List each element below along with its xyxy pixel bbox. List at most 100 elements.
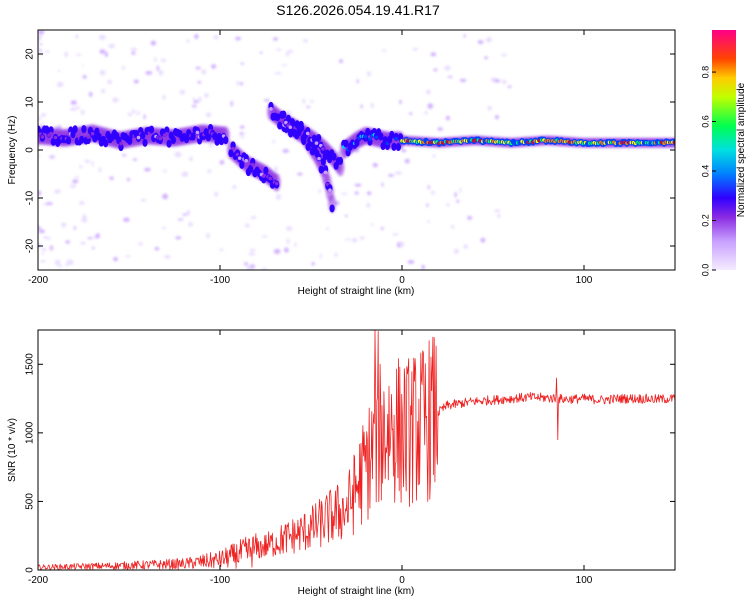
spectrogram-track-cell <box>263 166 269 175</box>
spectrogram-noise-cell <box>306 105 311 109</box>
spectrogram-noise-cell <box>272 139 275 144</box>
snr-y-axis-label: SNR (10 * v/v) <box>7 418 18 482</box>
spectrogram-noise-cell <box>158 69 164 76</box>
spectrogram-peak-cell <box>53 135 58 140</box>
spectrogram-noise-cell <box>487 105 492 111</box>
spectrogram-peak-cell <box>119 141 123 146</box>
spectrogram-noise-cell <box>72 179 79 184</box>
spectrogram-noise-cell <box>394 171 402 175</box>
spectrogram-noise-cell <box>75 106 80 110</box>
spectrogram-noise-cell <box>445 115 451 121</box>
spectrogram-peak-cell <box>136 135 141 140</box>
spectrogram-noise-cell <box>65 240 70 244</box>
spectrogram-track-cell <box>223 136 229 145</box>
spectrogram-noise-cell <box>274 166 278 173</box>
spectrogram-noise-cell <box>80 109 85 115</box>
spectrogram-noise-cell <box>456 200 460 203</box>
spectrogram-noise-cell <box>427 185 430 190</box>
spectrogram-noise-cell <box>302 98 306 104</box>
spectrogram-noise-cell <box>39 43 43 46</box>
spectrogram-peak-cell <box>195 130 200 135</box>
spectrogram-noise-cell <box>98 34 106 41</box>
spectrogram-y-tick-label: -20 <box>25 238 36 253</box>
spectrogram-noise-cell <box>484 56 489 60</box>
spectrogram-track-cell <box>166 139 172 148</box>
spectrogram-noise-cell <box>95 233 100 238</box>
spectrogram-noise-cell <box>112 97 119 103</box>
spectrogram-track-cell <box>318 165 324 174</box>
spectrogram-noise-cell <box>87 237 93 240</box>
spectrogram-noise-cell <box>463 33 466 38</box>
spectrogram-noise-cell <box>175 236 182 240</box>
spectrogram-track-cell <box>296 128 302 137</box>
spectrogram-core-layer <box>38 101 675 213</box>
spectrogram-noise-cell <box>91 160 94 167</box>
spectrogram-noise-cell <box>84 159 91 163</box>
spectrogram-noise-cell <box>109 176 114 181</box>
spectrogram-noise-cell <box>123 217 130 222</box>
spectrogram-noise-cell <box>360 104 363 109</box>
spectrogram-noise-cell <box>133 79 139 84</box>
spectrogram-peak-cell <box>323 170 328 175</box>
spectrogram-track-cell <box>103 139 109 148</box>
spectrogram-noise-cell <box>38 226 41 230</box>
spectrogram-noise-cell <box>160 58 167 62</box>
spectrogram-noise-cell <box>444 65 451 71</box>
spectrogram-peak-cell <box>261 174 266 179</box>
spectrogram-noise-cell <box>421 264 426 270</box>
spectrogram-track-cell <box>298 120 304 129</box>
spectrogram-noise-cell <box>208 142 213 148</box>
snr-x-tick-label: -200 <box>28 575 48 586</box>
spectrogram-peak-cell <box>244 158 249 163</box>
spectrogram-noise-cell <box>250 248 256 252</box>
spectrogram-peak-cell <box>86 135 91 139</box>
spectrogram-noise-cell <box>485 39 491 42</box>
spectrogram-track-cell <box>289 118 296 127</box>
spectrogram-noise-cell <box>500 53 507 57</box>
spectrogram-noise-cell <box>427 103 434 109</box>
spectrogram-noise-cell <box>459 187 462 193</box>
spectrogram-noise-cell <box>201 69 207 75</box>
spectrogram-track-cell <box>331 152 337 161</box>
spectrogram-track-cell <box>230 141 236 150</box>
spectrogram-noise-cell <box>108 43 116 49</box>
spectrogram-noise-cell <box>79 165 83 169</box>
spectrogram-noise-cell <box>57 265 63 268</box>
spectrogram-noise-cell <box>244 223 250 228</box>
spectrogram-track-cell <box>190 132 196 141</box>
spectrogram-noise-cell <box>409 112 413 115</box>
spectrogram-peak-cell <box>368 137 372 141</box>
colorbar-tick-label: 0.6 <box>700 115 710 128</box>
spectrogram-noise-cell <box>70 100 77 105</box>
spectrogram-noise-cell <box>132 158 138 161</box>
spectrogram-noise-cell <box>372 162 378 168</box>
spectrogram-noise-cell <box>144 167 151 172</box>
spectrogram-noise-cell <box>285 52 289 57</box>
spectrogram-track-cell <box>337 156 344 165</box>
spectrogram-noise-cell <box>104 51 108 58</box>
spectrogram-noise-cell <box>38 48 42 52</box>
spectrogram-peak-cell <box>374 135 379 139</box>
spectrogram-noise-cell <box>195 66 201 70</box>
spectrogram-noise-cell <box>424 111 428 115</box>
spectrogram-noise-cell <box>275 193 282 200</box>
spectrogram-noise-cell <box>246 265 252 270</box>
spectrogram-noise-cell <box>235 36 242 41</box>
spectrogram-noise-cell <box>54 189 61 194</box>
spectrogram-noise-cell <box>427 220 431 223</box>
spectrogram-noise-cell <box>262 267 267 270</box>
spectrogram-noise-cell <box>162 193 169 200</box>
spectrogram-noise-cell <box>156 65 160 72</box>
spectrogram-noise-cell <box>433 68 438 72</box>
spectrogram-noise-cell <box>494 209 501 213</box>
spectrogram-track-cell <box>140 131 146 140</box>
spectrogram-noise-cell <box>297 172 303 176</box>
spectrogram-track-cell <box>247 164 254 173</box>
spectrogram-noise-cell <box>161 226 167 230</box>
spectrogram-noise-cell <box>56 81 64 88</box>
figure-title: S126.2026.054.19.41.R17 <box>276 2 440 18</box>
spectrogram-noise-cell <box>121 154 127 157</box>
